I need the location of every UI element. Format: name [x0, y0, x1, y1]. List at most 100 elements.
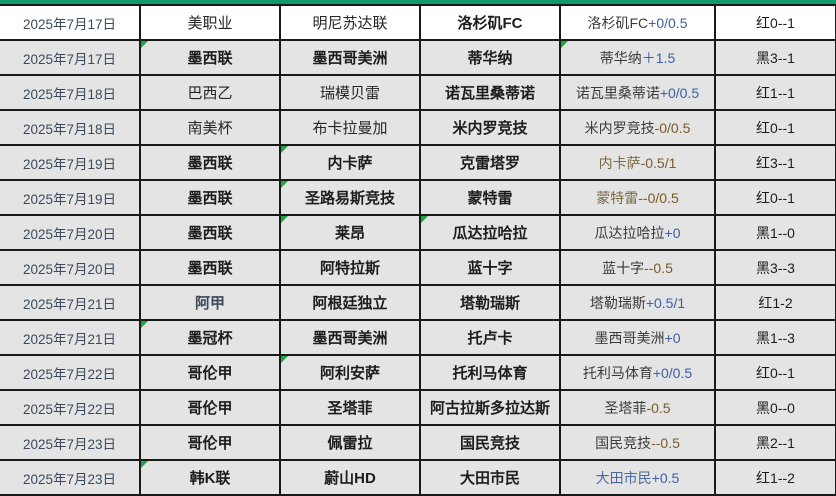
home-team-name: 蔚山HD — [324, 470, 376, 487]
cell-handicap[interactable]: 圣塔菲-0.5 — [560, 389, 716, 426]
cell-result[interactable]: 红1-2 — [715, 284, 836, 321]
cell-home-team[interactable]: 阿根廷独立 — [280, 284, 421, 321]
cell-league[interactable]: 美职业 — [140, 4, 281, 41]
cell-league[interactable]: 墨西联 — [140, 39, 281, 76]
cell-home-team[interactable]: 布卡拉曼加 — [280, 109, 421, 146]
cell-date: 2025年7月21日 — [0, 284, 141, 321]
cell-home-team[interactable]: 瑞模贝雷 — [280, 74, 421, 111]
cell-league[interactable]: 墨西联 — [140, 179, 281, 216]
cell-away-team[interactable]: 塔勒瑞斯 — [420, 284, 561, 321]
cell-handicap[interactable]: 洛杉矶FC+0/0.5 — [560, 4, 716, 41]
cell-away-team[interactable]: 蒂华纳 — [420, 39, 561, 76]
cell-handicap[interactable]: 大田市民+0.5 — [560, 459, 716, 496]
cell-league[interactable]: 阿甲 — [140, 284, 281, 321]
cell-handicap[interactable]: 内卡萨-0.5/1 — [560, 144, 716, 181]
cell-result[interactable]: 红3--1 — [715, 144, 836, 181]
cell-away-team[interactable]: 托利马体育 — [420, 354, 561, 391]
home-team-name: 阿特拉斯 — [319, 260, 380, 277]
cell-result[interactable]: 红0--1 — [715, 4, 836, 41]
cell-result[interactable]: 黑1--3 — [715, 319, 836, 356]
cell-date: 2025年7月18日 — [0, 109, 141, 146]
cell-league[interactable]: 韩K联 — [140, 459, 281, 496]
cell-home-team[interactable]: 圣路易斯竞技 — [280, 179, 421, 216]
cell-away-team[interactable]: 大田市民 — [420, 459, 561, 496]
cell-handicap[interactable]: 瓜达拉哈拉+0 — [560, 214, 716, 251]
cell-home-team[interactable]: 内卡萨 — [280, 144, 421, 181]
table-row[interactable]: 2025年7月21日 墨冠杯 墨西哥美洲 托卢卡 墨西哥美洲+0 黑1--3 — [0, 319, 836, 356]
cell-home-team[interactable]: 莱昂 — [280, 214, 421, 251]
cell-league[interactable]: 巴西乙 — [140, 74, 281, 111]
cell-result[interactable]: 红0--1 — [715, 109, 836, 146]
cell-handicap[interactable]: 蒙特雷--0/0.5 — [560, 179, 716, 216]
table-row[interactable]: 2025年7月23日 韩K联 蔚山HD 大田市民 大田市民+0.5 红1--2 — [0, 459, 836, 496]
cell-home-team[interactable]: 阿特拉斯 — [280, 249, 421, 286]
home-team-name: 佩雷拉 — [327, 435, 373, 452]
cell-home-team[interactable]: 蔚山HD — [280, 459, 421, 496]
cell-result[interactable]: 黑3--1 — [715, 39, 836, 76]
table-row[interactable]: 2025年7月17日 美职业 明尼苏达联 洛杉矶FC 洛杉矶FC+0/0.5 红0--1 — [0, 4, 836, 41]
cell-away-team[interactable]: 国民竞技 — [420, 424, 561, 461]
cell-result[interactable]: 红1--2 — [715, 459, 836, 496]
cell-league[interactable]: 哥伦甲 — [140, 354, 281, 391]
cell-away-team[interactable]: 瓜达拉哈拉 — [420, 214, 561, 251]
table-row[interactable]: 2025年7月22日 哥伦甲 圣塔菲 阿古拉斯多拉达斯 圣塔菲-0.5 黑0--0 — [0, 389, 836, 426]
cell-handicap[interactable]: 蒂华纳＋1.5 — [560, 39, 716, 76]
table-row[interactable]: 2025年7月22日 哥伦甲 阿利安萨 托利马体育 托利马体育+0/0.5 红0--1 — [0, 354, 836, 391]
cell-league[interactable]: 墨西联 — [140, 214, 281, 251]
away-team-name: 国民竞技 — [459, 435, 520, 452]
cell-handicap[interactable]: 米内罗竞技-0/0.5 — [560, 109, 716, 146]
cell-home-team[interactable]: 明尼苏达联 — [280, 4, 421, 41]
table-row[interactable]: 2025年7月18日 南美杯 布卡拉曼加 米内罗竞技 米内罗竞技-0/0.5 红0--1 — [0, 109, 836, 146]
home-team-name: 墨西哥美洲 — [312, 330, 388, 347]
cell-result[interactable]: 黑3--3 — [715, 249, 836, 286]
cell-league[interactable]: 墨西联 — [140, 144, 281, 181]
cell-result[interactable]: 黑0--0 — [715, 389, 836, 426]
away-team-name: 瓜达拉哈拉 — [452, 225, 528, 242]
table-row[interactable]: 2025年7月21日 阿甲 阿根廷独立 塔勒瑞斯 塔勒瑞斯+0.5/1 红1-2 — [0, 284, 836, 321]
cell-away-team[interactable]: 米内罗竞技 — [420, 109, 561, 146]
table-row[interactable]: 2025年7月17日 墨西联 墨西哥美洲 蒂华纳 蒂华纳＋1.5 黑3--1 — [0, 39, 836, 76]
cell-handicap[interactable]: 墨西哥美洲+0 — [560, 319, 716, 356]
cell-away-team[interactable]: 托卢卡 — [420, 319, 561, 356]
cell-home-team[interactable]: 阿利安萨 — [280, 354, 421, 391]
cell-result[interactable]: 红0--1 — [715, 354, 836, 391]
cell-league[interactable]: 墨西联 — [140, 249, 281, 286]
cell-home-team[interactable]: 墨西哥美洲 — [280, 39, 421, 76]
status-badge: 红3--1 — [756, 154, 795, 171]
cell-league[interactable]: 南美杯 — [140, 109, 281, 146]
league-name: 阿甲 — [194, 295, 225, 312]
cell-away-team[interactable]: 克雷塔罗 — [420, 144, 561, 181]
cell-away-team[interactable]: 阿古拉斯多拉达斯 — [420, 389, 561, 426]
handicap-team-name: 墨西哥美洲 — [594, 329, 665, 346]
cell-result[interactable]: 红0--1 — [715, 179, 836, 216]
cell-home-team[interactable]: 墨西哥美洲 — [280, 319, 421, 356]
cell-result[interactable]: 红1--1 — [715, 74, 836, 111]
cell-result[interactable]: 黑2--1 — [715, 424, 836, 461]
cell-handicap[interactable]: 诺瓦里桑蒂诺+0/0.5 — [560, 74, 716, 111]
table-row[interactable]: 2025年7月19日 墨西联 内卡萨 克雷塔罗 内卡萨-0.5/1 红3--1 — [0, 144, 836, 181]
green-corner-flag-icon — [281, 182, 288, 188]
cell-away-team[interactable]: 诺瓦里桑蒂诺 — [420, 74, 561, 111]
green-corner-flag-icon — [141, 462, 148, 468]
cell-result[interactable]: 黑1--0 — [715, 214, 836, 251]
cell-league[interactable]: 墨冠杯 — [140, 319, 281, 356]
cell-home-team[interactable]: 佩雷拉 — [280, 424, 421, 461]
cell-away-team[interactable]: 蒙特雷 — [420, 179, 561, 216]
cell-date: 2025年7月23日 — [0, 424, 141, 461]
league-name: 美职业 — [187, 15, 233, 32]
table-row[interactable]: 2025年7月20日 墨西联 莱昂 瓜达拉哈拉 瓜达拉哈拉+0 黑1--0 — [0, 214, 836, 251]
table-row[interactable]: 2025年7月19日 墨西联 圣路易斯竞技 蒙特雷 蒙特雷--0/0.5 红0--1 — [0, 179, 836, 216]
handicap-value: -0.5 — [646, 399, 671, 416]
cell-handicap[interactable]: 国民竞技--0.5 — [560, 424, 716, 461]
table-row[interactable]: 2025年7月23日 哥伦甲 佩雷拉 国民竞技 国民竞技--0.5 黑2--1 — [0, 424, 836, 461]
cell-league[interactable]: 哥伦甲 — [140, 424, 281, 461]
table-row[interactable]: 2025年7月20日 墨西联 阿特拉斯 蓝十字 蓝十字--0.5 黑3--3 — [0, 249, 836, 286]
cell-away-team[interactable]: 洛杉矶FC — [420, 4, 561, 41]
cell-handicap[interactable]: 蓝十字--0.5 — [560, 249, 716, 286]
cell-handicap[interactable]: 塔勒瑞斯+0.5/1 — [560, 284, 716, 321]
table-row[interactable]: 2025年7月18日 巴西乙 瑞模贝雷 诺瓦里桑蒂诺 诺瓦里桑蒂诺+0/0.5 红1--1 — [0, 74, 836, 111]
cell-handicap[interactable]: 托利马体育+0/0.5 — [560, 354, 716, 391]
cell-league[interactable]: 哥伦甲 — [140, 389, 281, 426]
cell-away-team[interactable]: 蓝十字 — [420, 249, 561, 286]
cell-home-team[interactable]: 圣塔菲 — [280, 389, 421, 426]
